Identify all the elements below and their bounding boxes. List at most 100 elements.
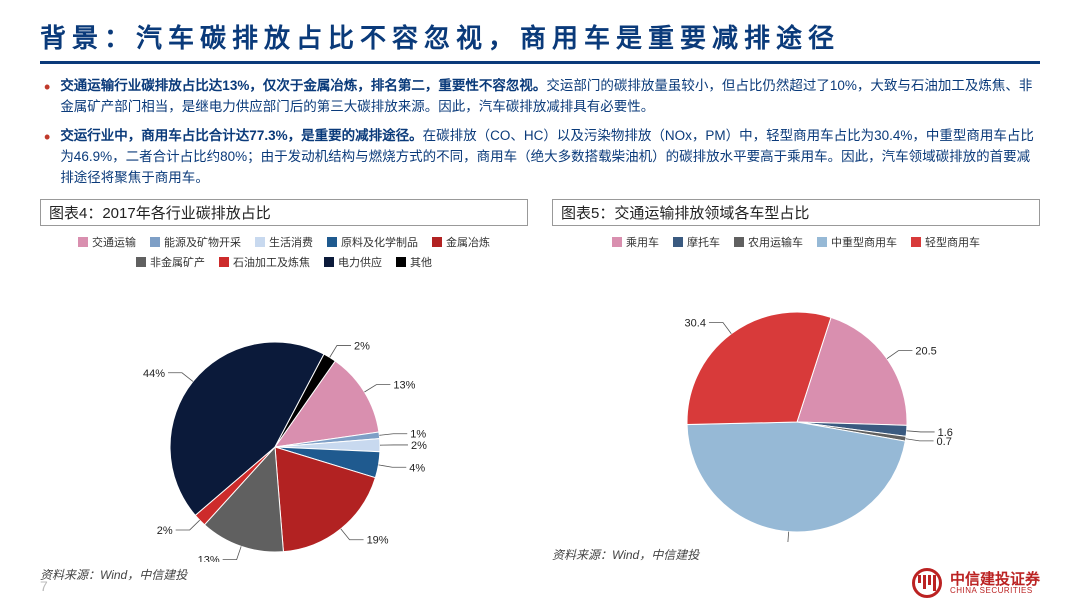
legend-item: 交通运输 (78, 234, 136, 250)
pie-data-label: 2% (411, 440, 427, 452)
page-title: 背景：汽车碳排放占比不容忽视，商用车是重要减排途径 (40, 18, 1040, 55)
legend-label: 交通运输 (92, 234, 136, 250)
pie-leader-line (364, 384, 390, 391)
pie-data-label: 19% (367, 534, 389, 546)
legend-label: 能源及矿物开采 (164, 234, 241, 250)
bullet-1-lead: 交通运输行业碳排放占比达13%，仅次于金属冶炼，排名第二，重要性不容忽视。 (60, 78, 546, 93)
bullet-1-text: 交通运输行业碳排放占比达13%，仅次于金属冶炼，排名第二，重要性不容忽视。交运部… (60, 76, 1040, 118)
legend-label: 金属冶炼 (446, 234, 490, 250)
chart5-title: 图表5：交通运输排放领域各车型占比 (552, 199, 1040, 226)
legend-label: 电力供应 (338, 254, 382, 270)
pie-leader-line (341, 528, 364, 539)
pie-svg: 13%1%2%4%19%13%2%44%2% (40, 272, 528, 562)
pie-leader-line (906, 438, 934, 440)
pie-leader-line (378, 464, 406, 466)
legend-item: 金属冶炼 (432, 234, 490, 250)
chart4-legend: 交通运输 能源及矿物开采 生活消费 原料及化学制品 金属冶炼非金属矿产 石油加工及炼焦 电力… (40, 234, 528, 270)
bullet-2-lead: 交运行业中，商用车占比合计达77.3%，是重要的减排途径。 (60, 128, 422, 143)
legend-label: 乘用车 (626, 234, 659, 250)
legend-item: 电力供应 (324, 254, 382, 270)
bullet-dot-icon: • (44, 78, 50, 118)
legend-swatch (612, 237, 622, 247)
chart4-title: 图表4：2017年各行业碳排放占比 (40, 199, 528, 226)
bullet-1: • 交通运输行业碳排放占比达13%，仅次于金属冶炼，排名第二，重要性不容忽视。交… (44, 76, 1040, 118)
legend-label: 中重型商用车 (831, 234, 897, 250)
legend-item: 轻型商用车 (911, 234, 980, 250)
legend-label: 非金属矿产 (150, 254, 205, 270)
title-block: 背景：汽车碳排放占比不容忽视，商用车是重要减排途径 (40, 18, 1040, 64)
bullet-2-rest-b: ；由于发动机结构与燃烧方式的不同，商用车（绝大多数搭载柴油机）的碳排放水平要高于… (247, 149, 882, 164)
legend-label: 原料及化学制品 (341, 234, 418, 250)
legend-label: 其他 (410, 254, 432, 270)
pie-data-label: 2% (157, 525, 173, 537)
pie-leader-line (774, 531, 789, 541)
legend-item: 中重型商用车 (817, 234, 897, 250)
legend-swatch (734, 237, 744, 247)
chart5-source: 资料来源：Wind，中信建投 (552, 546, 1040, 563)
brand-name-en: CHINA SECURITIES (950, 587, 1040, 595)
pie-data-label: 46.9 (749, 540, 770, 541)
legend-item: 非金属矿产 (136, 254, 205, 270)
legend-swatch (327, 237, 337, 247)
chart4-column: 图表4：2017年各行业碳排放占比 交通运输 能源及矿物开采 生活消费 原料及化学制品… (40, 199, 528, 583)
legend-item: 石油加工及炼焦 (219, 254, 310, 270)
chart5-legend: 乘用车 摩托车 农用运输车 中重型商用车 轻型商用车 (552, 234, 1040, 250)
legend-item: 乘用车 (612, 234, 659, 250)
pie-data-label: 13% (198, 554, 220, 561)
legend-swatch (150, 237, 160, 247)
legend-swatch (255, 237, 265, 247)
pie-data-label: 20.5 (915, 345, 936, 357)
chart5-column: 图表5：交通运输排放领域各车型占比 乘用车 摩托车 农用运输车 中重型商用车 轻型商用车… (552, 199, 1040, 583)
legend-label: 农用运输车 (748, 234, 803, 250)
legend-swatch (817, 237, 827, 247)
chart5-pie: 20.51.60.746.930.4 (552, 252, 1040, 542)
pie-data-label: 13% (393, 379, 415, 391)
legend-swatch (324, 257, 334, 267)
bullet-2-rest-c: 。 (195, 170, 209, 185)
bullet-list: • 交通运输行业碳排放占比达13%，仅次于金属冶炼，排名第二，重要性不容忽视。交… (44, 76, 1040, 189)
brand-logo-icon (912, 568, 942, 598)
pie-data-label: 2% (354, 340, 370, 352)
charts-row: 图表4：2017年各行业碳排放占比 交通运输 能源及矿物开采 生活消费 原料及化学制品… (40, 199, 1040, 583)
pie-leader-line (223, 546, 242, 559)
pie-data-label: 30.4 (685, 317, 706, 329)
legend-item: 农用运输车 (734, 234, 803, 250)
bullet-2-rest-a: 在碳排放（CO、HC）以及污染物排放（NOx，PM）中， (423, 128, 767, 143)
legend-swatch (78, 237, 88, 247)
pie-slice (687, 422, 905, 532)
legend-label: 生活消费 (269, 234, 313, 250)
page-number: 7 (40, 578, 48, 594)
legend-swatch (219, 257, 229, 267)
bullet-2-text: 交运行业中，商用车占比合计达77.3%，是重要的减排途径。在碳排放（CO、HC）… (60, 126, 1040, 189)
legend-item: 生活消费 (255, 234, 313, 250)
legend-swatch (396, 257, 406, 267)
legend-label: 轻型商用车 (925, 234, 980, 250)
pie-leader-line (168, 372, 193, 381)
pie-leader-line (709, 322, 731, 333)
legend-label: 摩托车 (687, 234, 720, 250)
pie-leader-line (330, 345, 351, 357)
slide: 背景：汽车碳排放占比不容忽视，商用车是重要减排途径 • 交通运输行业碳排放占比达… (0, 0, 1080, 608)
brand-name-cn: 中信建投证券 (950, 572, 1040, 587)
legend-label: 石油加工及炼焦 (233, 254, 310, 270)
pie-data-label: 44% (143, 367, 165, 379)
pie-data-label: 4% (409, 462, 425, 474)
pie-leader-line (176, 520, 200, 530)
legend-swatch (136, 257, 146, 267)
pie-data-label: 0.7 (937, 435, 952, 447)
brand-logo: 中信建投证券 CHINA SECURITIES (912, 568, 1040, 598)
legend-swatch (432, 237, 442, 247)
pie-leader-line (379, 433, 407, 435)
brand-logo-text: 中信建投证券 CHINA SECURITIES (950, 572, 1040, 595)
legend-item: 其他 (396, 254, 432, 270)
pie-svg: 20.51.60.746.930.4 (552, 252, 1040, 542)
chart4-pie: 13%1%2%4%19%13%2%44%2% (40, 272, 528, 562)
pie-leader-line (887, 350, 912, 358)
bullet-2: • 交运行业中，商用车占比合计达77.3%，是重要的减排途径。在碳排放（CO、H… (44, 126, 1040, 189)
pie-data-label: 1% (410, 428, 426, 440)
legend-swatch (673, 237, 683, 247)
legend-item: 能源及矿物开采 (150, 234, 241, 250)
legend-swatch (911, 237, 921, 247)
chart4-source: 资料来源：Wind，中信建投 (40, 566, 528, 583)
legend-item: 摩托车 (673, 234, 720, 250)
